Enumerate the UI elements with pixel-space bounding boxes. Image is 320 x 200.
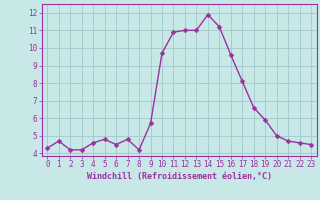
X-axis label: Windchill (Refroidissement éolien,°C): Windchill (Refroidissement éolien,°C)	[87, 172, 272, 181]
